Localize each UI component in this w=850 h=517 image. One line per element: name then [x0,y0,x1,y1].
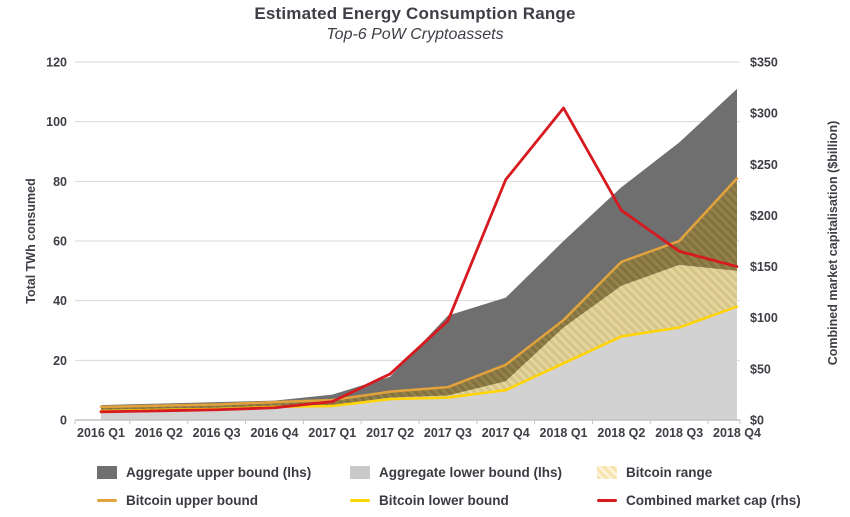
legend-label-aggregate-lower: Aggregate lower bound (lhs) [379,464,563,480]
bitcoin-range-swatch-icon [597,465,617,479]
bitcoin-lower-line-icon [350,498,370,502]
svg-text:$150: $150 [750,260,778,274]
svg-text:2018 Q4: 2018 Q4 [713,426,761,440]
svg-text:$100: $100 [750,311,778,325]
svg-text:2017 Q4: 2017 Q4 [482,426,530,440]
area-aggregate-lower [101,264,737,420]
axis-lines [74,419,741,424]
legend-label-bitcoin-upper: Bitcoin upper bound [126,492,258,508]
legend-label-aggregate-upper: Aggregate upper bound (lhs) [126,464,312,480]
svg-text:2018 Q1: 2018 Q1 [540,426,588,440]
svg-text:2016 Q4: 2016 Q4 [250,426,298,440]
svg-text:2017 Q1: 2017 Q1 [308,426,356,440]
legend-label-bitcoin-lower: Bitcoin lower bound [379,492,509,508]
legend-item-bitcoin-lower: Bitcoin lower bound [350,493,597,508]
chart-title: Estimated Energy Consumption Range [254,4,576,23]
aggregate-lower-swatch-icon [350,465,370,479]
svg-text:2017 Q2: 2017 Q2 [366,426,414,440]
svg-text:$50: $50 [750,362,771,376]
left-axis-tick-labels: 0 20 40 60 80 100 120 [46,56,67,428]
svg-text:60: 60 [53,235,67,249]
chart-lines [99,106,739,414]
legend-item-aggregate-upper: Aggregate upper bound (lhs) [97,465,350,480]
svg-text:$300: $300 [750,107,778,121]
legend-item-bitcoin-range: Bitcoin range [597,465,807,480]
legend-label-market-cap: Combined market cap (rhs) [626,492,801,508]
aggregate-upper-swatch-icon [97,465,117,479]
svg-text:$250: $250 [750,158,778,172]
svg-text:2017 Q3: 2017 Q3 [424,426,472,440]
area-bitcoin-range-lower [101,264,737,412]
svg-text:$0: $0 [750,414,764,428]
chart-plot-area: 0 20 40 60 80 100 120 $0 $50 $100 $150 $200 $250 $30… [46,56,778,441]
chart-areas [101,88,737,420]
svg-text:2018 Q3: 2018 Q3 [655,426,703,440]
chart-subtitle: Top-6 PoW Cryptoassets [326,26,504,43]
line-bitcoin-upper [99,177,739,409]
svg-text:40: 40 [53,294,67,308]
chart-header: Estimated Energy Consumption Range Top-6… [0,4,830,44]
legend: Aggregate upper bound (lhs) Aggregate lo… [97,458,807,514]
svg-text:100: 100 [46,115,67,129]
svg-text:80: 80 [53,175,67,189]
svg-text:120: 120 [46,56,67,70]
line-market-cap [99,106,739,414]
right-axis-tick-labels: $0 $50 $100 $150 $200 $250 $300 $350 [750,56,778,428]
svg-text:0: 0 [60,414,67,428]
x-axis-tick-labels: 2016 Q1 2016 Q2 2016 Q3 2016 Q4 2017 Q1 2017 … [77,426,761,440]
svg-text:2016 Q1: 2016 Q1 [77,426,125,440]
svg-text:20: 20 [53,354,67,368]
svg-text:$200: $200 [750,209,778,223]
svg-text:2016 Q2: 2016 Q2 [135,426,183,440]
market-cap-line-icon [597,498,617,502]
legend-label-bitcoin-range: Bitcoin range [626,464,713,480]
legend-item-market-cap: Combined market cap (rhs) [597,493,807,508]
legend-item-aggregate-lower: Aggregate lower bound (lhs) [350,465,597,480]
svg-text:2018 Q2: 2018 Q2 [597,426,645,440]
svg-text:2016 Q3: 2016 Q3 [193,426,241,440]
svg-text:$350: $350 [750,56,778,70]
bitcoin-upper-line-icon [97,498,117,502]
legend-item-bitcoin-upper: Bitcoin upper bound [97,493,350,508]
